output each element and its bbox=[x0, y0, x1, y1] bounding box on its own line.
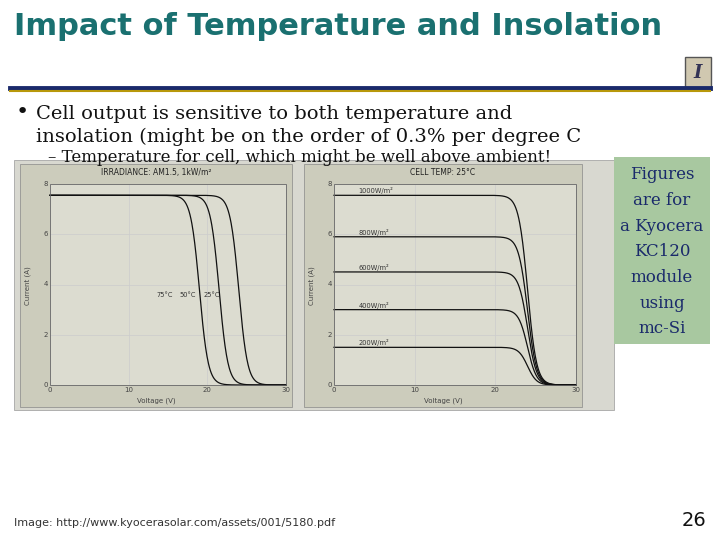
Text: Voltage (V): Voltage (V) bbox=[137, 397, 175, 404]
Text: 0: 0 bbox=[328, 382, 332, 388]
Text: 200W/m²: 200W/m² bbox=[359, 339, 389, 346]
Bar bbox=[614, 157, 710, 344]
Text: 6: 6 bbox=[328, 231, 332, 237]
Text: 25°C: 25°C bbox=[204, 292, 220, 298]
Text: 30: 30 bbox=[282, 387, 290, 393]
Text: KC120: KC120 bbox=[634, 244, 690, 260]
Text: 10: 10 bbox=[410, 387, 419, 393]
Text: 0: 0 bbox=[332, 387, 336, 393]
Text: 1000W/m²: 1000W/m² bbox=[359, 187, 393, 194]
Text: 0: 0 bbox=[43, 382, 48, 388]
Text: a Kyocera: a Kyocera bbox=[621, 218, 703, 235]
Text: 75°C: 75°C bbox=[156, 292, 173, 298]
Text: CELL TEMP: 25°C: CELL TEMP: 25°C bbox=[410, 168, 476, 177]
Text: 10: 10 bbox=[124, 387, 133, 393]
Text: – Temperature for cell, which might be well above ambient!: – Temperature for cell, which might be w… bbox=[48, 149, 551, 166]
Text: IRRADIANCE: AM1.5, 1kW/m²: IRRADIANCE: AM1.5, 1kW/m² bbox=[101, 168, 211, 177]
Text: Impact of Temperature and Insolation: Impact of Temperature and Insolation bbox=[14, 12, 662, 41]
Text: 8: 8 bbox=[328, 181, 332, 187]
Text: Image: http://www.kyocerasolar.com/assets/001/5180.pdf: Image: http://www.kyocerasolar.com/asset… bbox=[14, 518, 335, 528]
Text: 4: 4 bbox=[44, 281, 48, 287]
Bar bbox=[334, 184, 576, 385]
Text: 600W/m²: 600W/m² bbox=[359, 264, 389, 271]
Text: Current (A): Current (A) bbox=[309, 266, 315, 305]
Text: module: module bbox=[631, 269, 693, 286]
Text: 2: 2 bbox=[44, 332, 48, 338]
Text: 20: 20 bbox=[203, 387, 212, 393]
Text: 0: 0 bbox=[48, 387, 53, 393]
Text: 6: 6 bbox=[43, 231, 48, 237]
Bar bbox=[50, 184, 286, 385]
Text: 20: 20 bbox=[491, 387, 500, 393]
Bar bbox=[50, 184, 286, 385]
Text: Current (A): Current (A) bbox=[24, 266, 31, 305]
Text: •: • bbox=[16, 102, 30, 122]
Text: 50°C: 50°C bbox=[180, 292, 197, 298]
Bar bbox=[304, 164, 582, 407]
FancyBboxPatch shape bbox=[685, 57, 711, 89]
Text: Cell output is sensitive to both temperature and: Cell output is sensitive to both tempera… bbox=[36, 105, 512, 123]
Text: 400W/m²: 400W/m² bbox=[359, 302, 389, 309]
Text: Figures: Figures bbox=[630, 166, 694, 184]
Text: 4: 4 bbox=[328, 281, 332, 287]
Text: 800W/m²: 800W/m² bbox=[359, 229, 389, 236]
Text: 8: 8 bbox=[43, 181, 48, 187]
Text: 30: 30 bbox=[572, 387, 580, 393]
Text: are for: are for bbox=[634, 192, 690, 209]
Text: 2: 2 bbox=[328, 332, 332, 338]
Text: Voltage (V): Voltage (V) bbox=[423, 397, 462, 404]
Text: I: I bbox=[694, 64, 702, 82]
Text: mc-Si: mc-Si bbox=[639, 320, 685, 337]
Text: 26: 26 bbox=[681, 511, 706, 530]
Text: insolation (might be on the order of 0.3% per degree C: insolation (might be on the order of 0.3… bbox=[36, 128, 581, 146]
Bar bbox=[334, 184, 576, 385]
Bar bbox=[20, 164, 292, 407]
Text: using: using bbox=[639, 294, 685, 312]
Bar bbox=[14, 160, 614, 410]
